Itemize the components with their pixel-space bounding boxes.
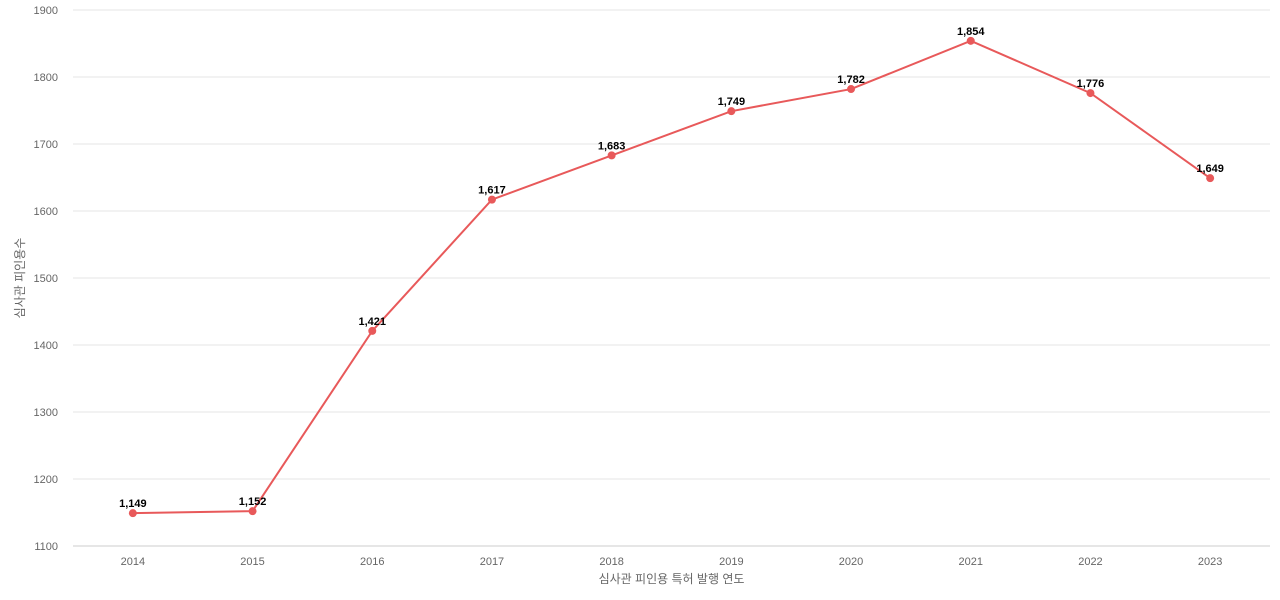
data-label: 1,854 xyxy=(957,26,985,38)
data-point xyxy=(1206,174,1215,183)
y-tick-label: 1100 xyxy=(34,541,58,553)
x-tick-label: 2019 xyxy=(719,556,743,568)
data-point xyxy=(128,509,137,518)
data-point xyxy=(368,326,377,335)
data-label: 1,617 xyxy=(478,185,506,197)
data-point xyxy=(487,195,496,204)
y-tick-label: 1900 xyxy=(34,5,58,17)
series-line xyxy=(132,39,1211,515)
data-label: 1,421 xyxy=(358,316,386,328)
x-axis-ticks: 2014 2015 2016 2017 2018 2019 2020 2021 2022 2023 xyxy=(121,556,1223,568)
y-axis-ticks: 1100 1200 1300 1400 1500 1600 1700 1800 1900 xyxy=(34,5,58,553)
y-tick-label: 1700 xyxy=(34,139,58,151)
x-tick-label: 2020 xyxy=(839,556,863,568)
data-point xyxy=(727,107,736,116)
data-point xyxy=(847,85,856,94)
data-label: 1,152 xyxy=(239,496,267,508)
y-axis-title: 심사관 피인용수 xyxy=(13,238,27,319)
data-point xyxy=(1086,89,1095,98)
x-tick-label: 2022 xyxy=(1078,556,1102,568)
y-tick-label: 1400 xyxy=(34,340,58,352)
y-tick-label: 1200 xyxy=(34,474,58,486)
data-point xyxy=(966,36,975,45)
data-label: 1,683 xyxy=(598,140,626,152)
x-tick-label: 2021 xyxy=(959,556,983,568)
y-tick-label: 1500 xyxy=(34,273,58,285)
x-tick-label: 2018 xyxy=(599,556,623,568)
grid-lines xyxy=(73,9,1270,547)
data-points xyxy=(128,36,1215,518)
data-label: 1,749 xyxy=(718,96,746,108)
data-labels: 1,149 1,152 1,421 1,617 1,683 1,749 1,782 1,854… xyxy=(119,26,1224,510)
x-tick-label: 2016 xyxy=(360,556,384,568)
y-tick-label: 1800 xyxy=(34,72,58,84)
y-tick-label: 1300 xyxy=(34,407,58,419)
data-label: 1,649 xyxy=(1196,163,1224,175)
data-label: 1,782 xyxy=(837,74,865,86)
x-tick-label: 2023 xyxy=(1198,556,1222,568)
data-label: 1,776 xyxy=(1077,78,1105,90)
x-tick-label: 2014 xyxy=(121,556,145,568)
data-point xyxy=(607,151,616,160)
x-axis-title: 심사관 피인용 특허 발행 연도 xyxy=(599,571,745,586)
data-label: 1,149 xyxy=(119,498,147,510)
data-point xyxy=(248,507,257,516)
y-tick-label: 1600 xyxy=(34,206,58,218)
x-tick-label: 2017 xyxy=(480,556,504,568)
x-tick-label: 2015 xyxy=(240,556,264,568)
